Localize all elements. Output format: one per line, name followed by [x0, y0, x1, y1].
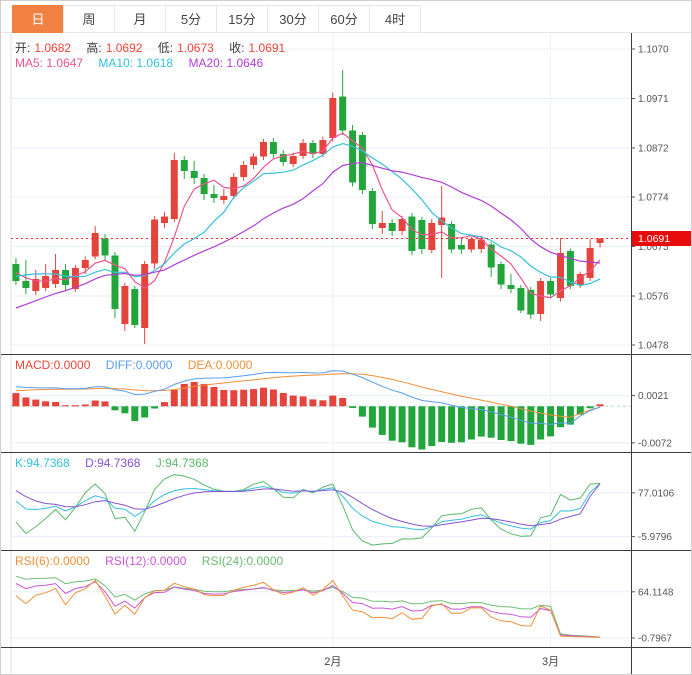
month-label: 3月: [542, 656, 559, 668]
macd-layer: [11, 370, 631, 450]
candles-layer: [12, 70, 604, 344]
dea-line: [15, 373, 601, 418]
tab-4hour[interactable]: 4时: [369, 5, 421, 33]
main-axis-tick: 1.0675: [638, 242, 669, 253]
kdj-axis-tick: -5.9796: [638, 532, 672, 543]
ma20-line: [15, 161, 601, 309]
rsi-axis-tick: -0.7967: [638, 634, 672, 645]
current-price-badge: [632, 231, 691, 246]
month-label: 2月: [324, 656, 341, 668]
rsi6-line: [15, 579, 601, 638]
diff-line: [15, 370, 601, 425]
main-axis-tick: 1.0872: [638, 144, 669, 155]
rsi24-line: [15, 575, 601, 638]
macd-axis-tick: 0.0021: [638, 391, 669, 402]
current-price-marker: 1.0691: [11, 231, 691, 246]
main-axis-tick: 1.0576: [638, 292, 669, 303]
main-axis-tick: 1.1070: [638, 45, 669, 56]
tab-30min[interactable]: 30分: [267, 5, 319, 33]
current-price-badge-text: 1.0691: [638, 233, 670, 245]
ma10-line: [15, 142, 601, 287]
period-tabbar: 日 周 月 5分 15分 30分 60分 4时: [12, 5, 421, 33]
main-axis-tick: 1.0971: [638, 94, 669, 105]
tab-month[interactable]: 月: [114, 5, 166, 33]
tab-60min[interactable]: 60分: [318, 5, 370, 33]
tab-5min[interactable]: 5分: [165, 5, 217, 33]
main-axis-tick: 1.0478: [638, 341, 669, 352]
kdj-layer: [15, 474, 601, 546]
ma5-line: [15, 132, 601, 299]
rsi-axis-tick: 64.1148: [638, 587, 674, 598]
macd-axis-tick: -0.0072: [638, 438, 672, 449]
main-axis-tick: 1.0774: [638, 193, 669, 204]
tab-day[interactable]: 日: [12, 5, 64, 33]
tab-15min[interactable]: 15分: [216, 5, 268, 33]
price-axis: 1.1070 1.0971 1.0872 1.0774 1.0675 1.0576 1.04…: [631, 45, 675, 645]
tab-week[interactable]: 周: [63, 5, 115, 33]
rsi-layer: [15, 575, 601, 638]
ma-lines: [15, 132, 601, 309]
time-axis: 2月 3月: [324, 656, 559, 668]
panel-frame: [1, 33, 691, 674]
k-line: [15, 483, 601, 531]
d-line: [15, 483, 601, 527]
kdj-axis-tick: 77.0106: [638, 488, 675, 499]
j-line: [15, 474, 601, 546]
